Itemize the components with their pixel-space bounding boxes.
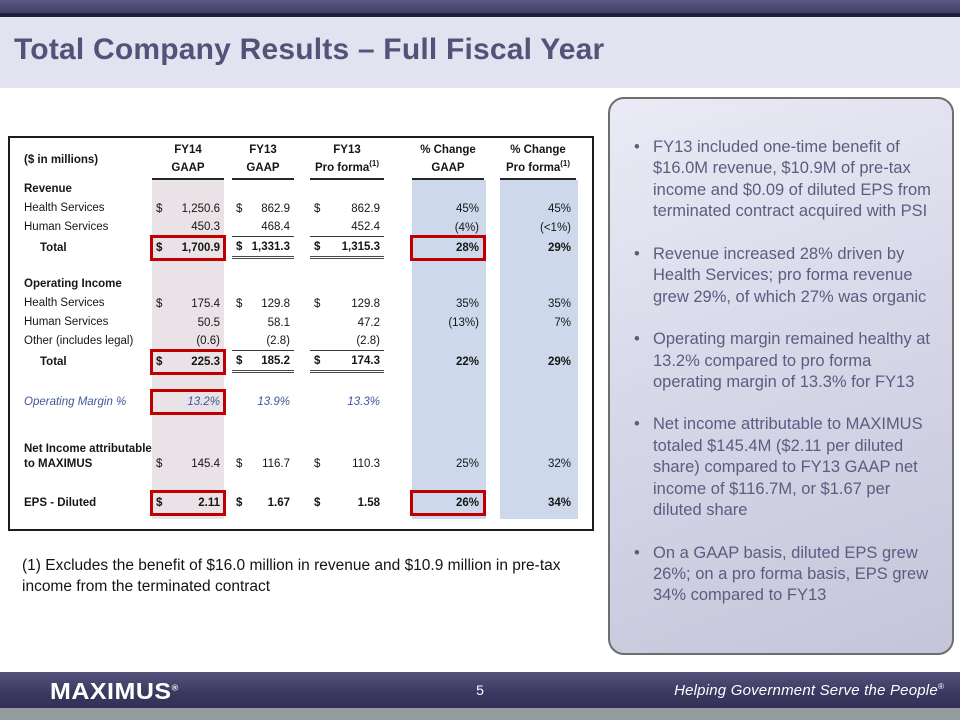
change-proforma-column-highlight — [500, 180, 578, 519]
list-item: • Operating margin remained healthy at 13… — [634, 330, 930, 391]
bullet-icon: • — [634, 543, 640, 562]
bullet-icon: • — [634, 244, 640, 263]
table-header-row: ($ in millions) FY14 GAAP FY13 GAAP FY13… — [10, 138, 592, 180]
top-dark-strip — [0, 13, 960, 17]
commentary-panel: • FY13 included one-time benefit of $16.0… — [608, 97, 954, 655]
table-row-opinc-other: Other (includes legal) (0.6) (2.8) (2.8) — [10, 332, 592, 351]
col-header-fy13-gaap: FY13 GAAP — [232, 140, 294, 180]
section-header-revenue: Revenue — [24, 183, 72, 195]
table-row-net-income: Net Income attributable to MAXIMUS $145.… — [24, 443, 571, 470]
footer-tagline: Helping Government Serve the People® — [674, 682, 944, 699]
list-item: • FY13 included one-time benefit of $16.0… — [634, 138, 931, 221]
maximus-logo: MAXIMUS® — [50, 679, 179, 705]
col-header-fy14-gaap: FY14 GAAP — [152, 140, 224, 180]
table-row-revenue-total: Total $1,700.9 $1,331.3 $1,315.3 28% 29% — [10, 235, 592, 261]
top-accent-bar — [0, 0, 960, 13]
bullet-icon: • — [634, 330, 640, 349]
table-row-revenue-health: Health Services $1,250.6 $862.9 $862.9 4… — [24, 202, 571, 215]
bullet-list: • FY13 included one-time benefit of $16.0… — [610, 99, 952, 607]
page-number: 5 — [476, 682, 484, 698]
table-row-operating-margin: Operating Margin % 13.2% 13.9% 13.3% — [10, 389, 592, 415]
list-item: • Revenue increased 28% driven by Health … — [634, 244, 927, 306]
financial-results-table: ($ in millions) FY14 GAAP FY13 GAAP FY13… — [8, 136, 594, 531]
table-row-opinc-total: Total $225.3 $185.2 $174.3 22% 29% — [10, 349, 592, 375]
bullet-icon: • — [634, 138, 640, 156]
table-row-opinc-human: Human Services 50.5 58.1 47.2 (13%) 7% — [24, 316, 571, 329]
footnote: (1) Excludes the benefit of $16.0 millio… — [22, 557, 561, 595]
list-item: • On a GAAP basis, diluted EPS grew 26%; … — [634, 543, 929, 605]
footer-band — [0, 672, 960, 708]
bullet-icon: • — [634, 415, 640, 434]
table-row-opinc-health: Health Services $175.4 $129.8 $129.8 35%… — [24, 297, 571, 310]
col-header-change-gaap: % Change GAAP — [412, 140, 484, 180]
section-header-operating-income: Operating Income — [24, 278, 122, 290]
footer-gray-strip — [0, 708, 960, 720]
table-row-revenue-human: Human Services 450.3 468.4 452.4 (4%) (<… — [10, 218, 592, 237]
col-header-change-proforma: % Change Pro forma(1) — [500, 140, 576, 180]
table-row-eps-diluted: EPS - Diluted $2.11 $1.67 $1.58 26% 34% — [10, 490, 592, 516]
table-unit-label: ($ in millions) — [24, 153, 99, 166]
title-band — [0, 17, 960, 88]
col-header-fy13-proforma: FY13 Pro forma(1) — [310, 140, 384, 180]
page-title: Total Company Results – Full Fiscal Year — [14, 33, 605, 66]
list-item: • Net income attributable to MAXIMUS tota… — [634, 415, 923, 520]
